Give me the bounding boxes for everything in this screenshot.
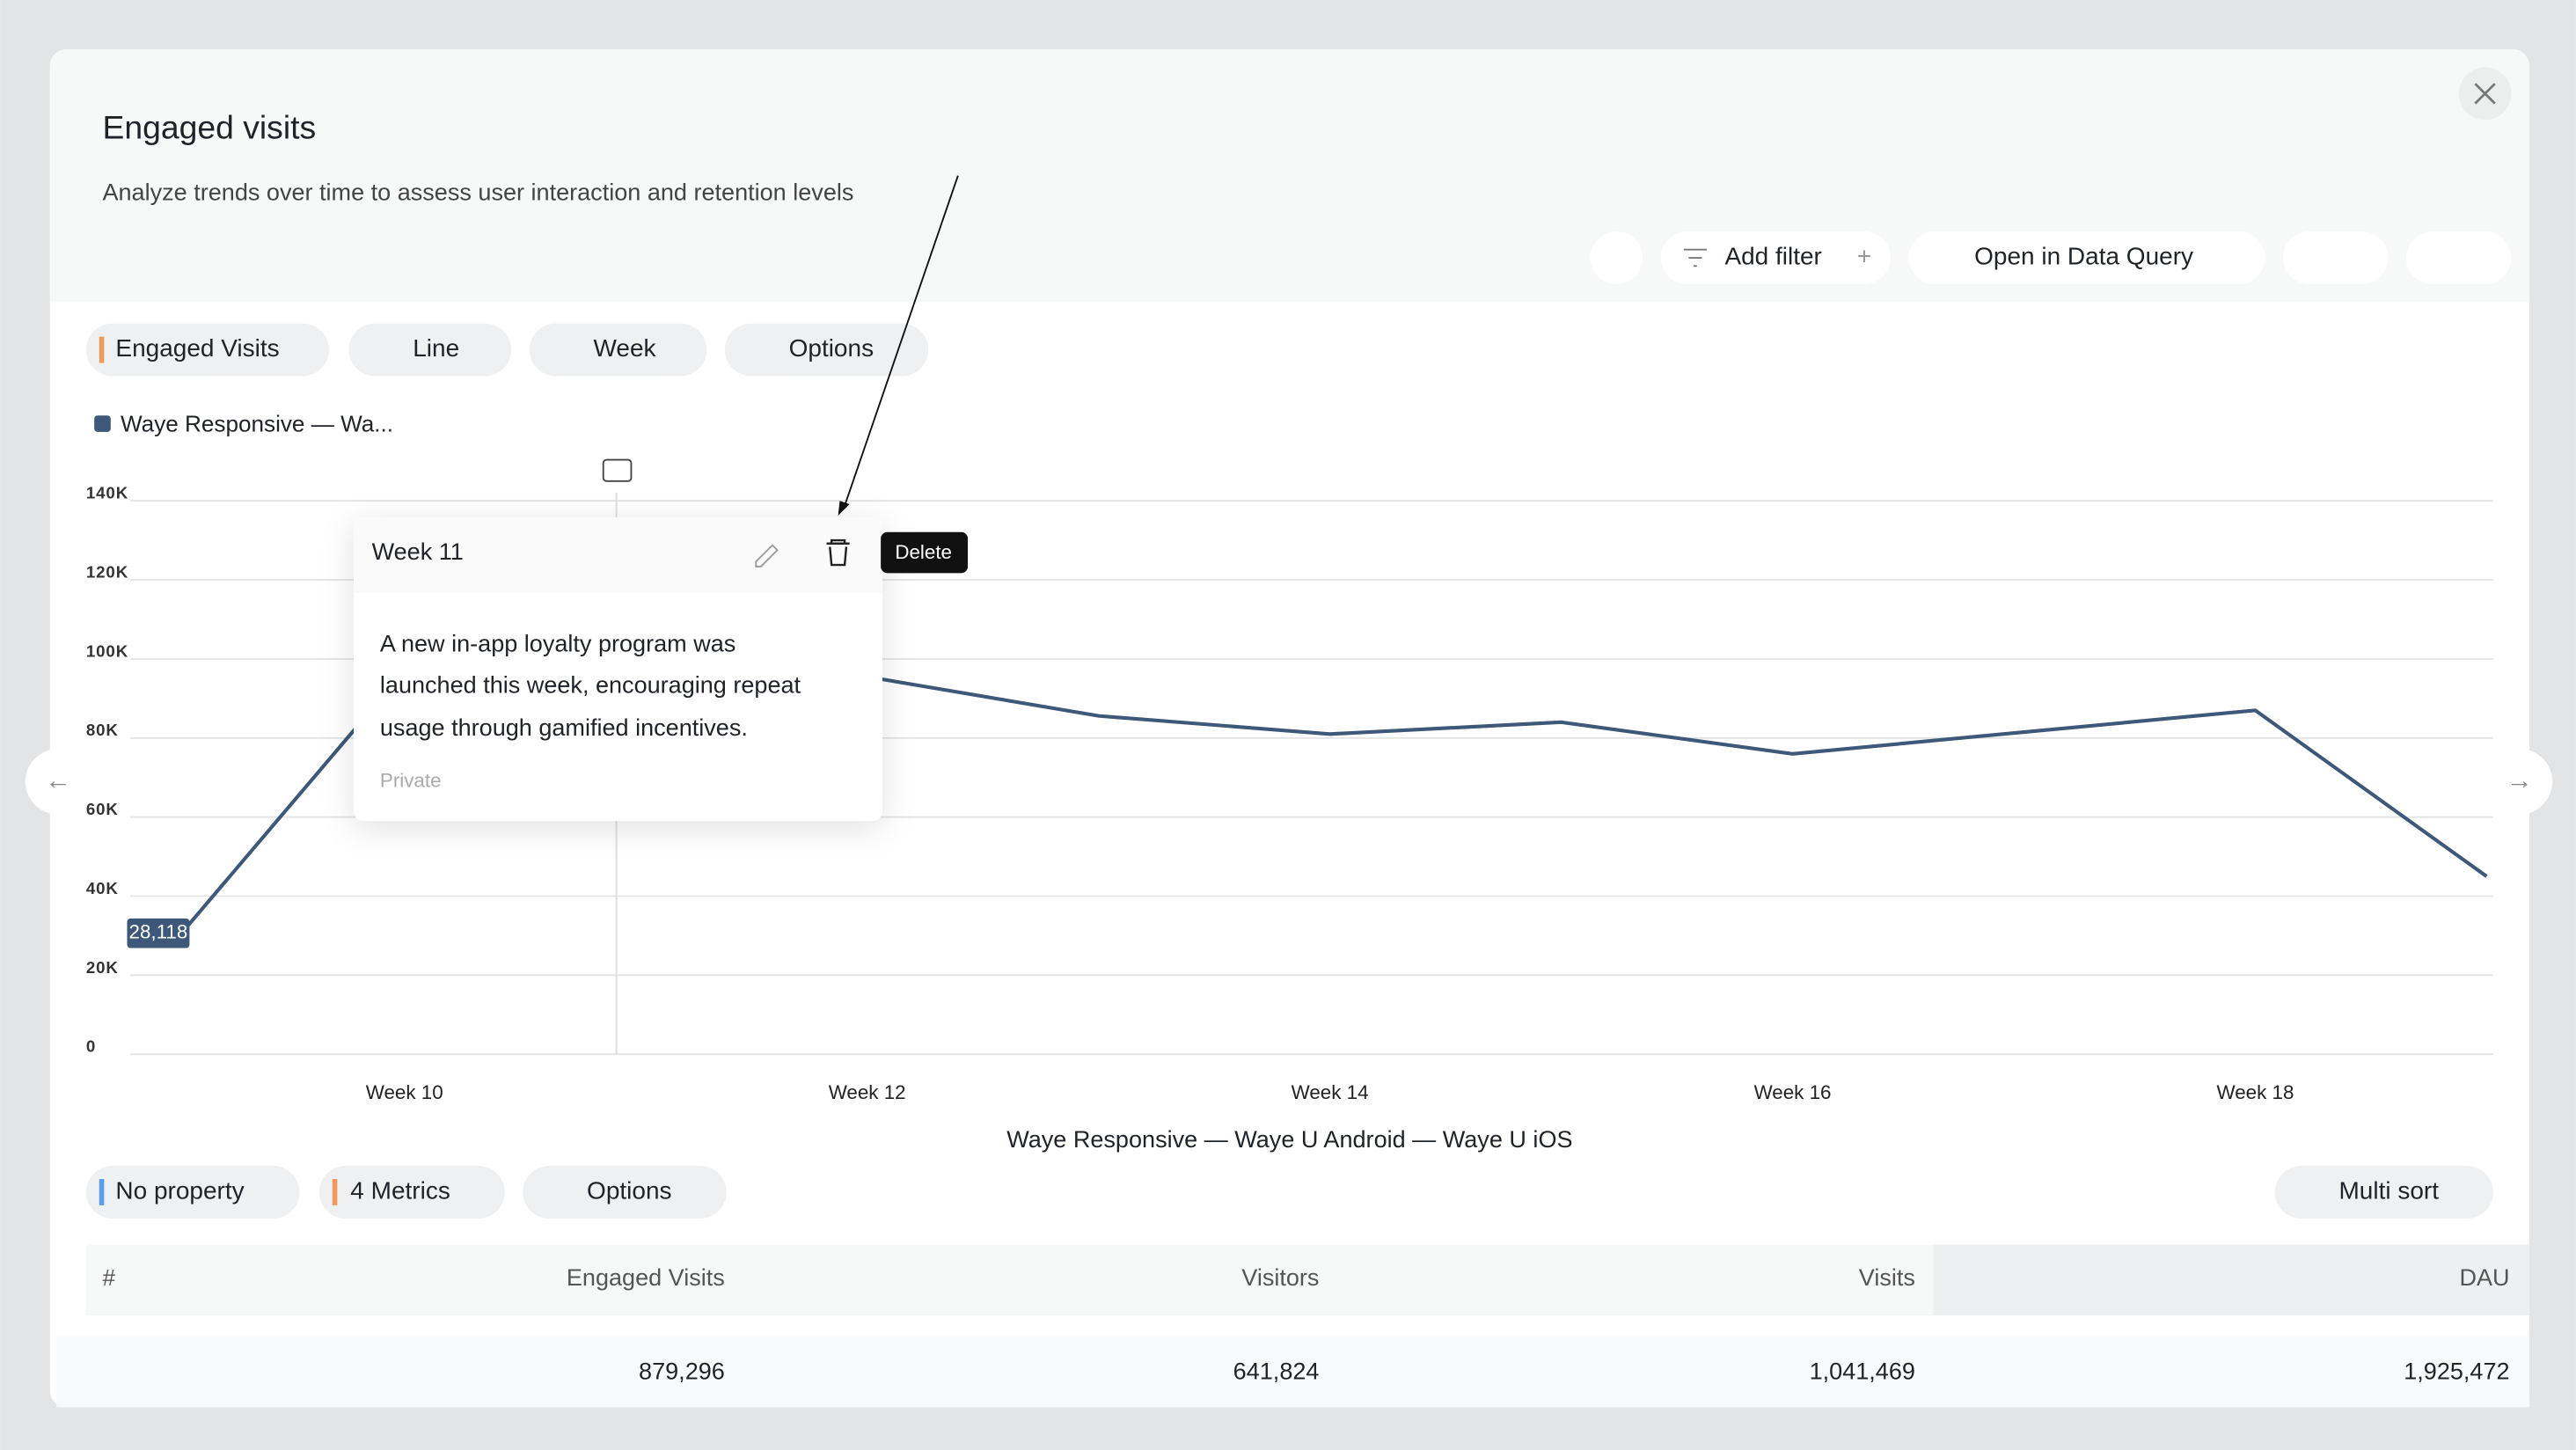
open-query-button[interactable] bbox=[1908, 231, 2265, 284]
x-tick-label: Week 12 bbox=[829, 1081, 906, 1103]
column-header[interactable]: DAU bbox=[2459, 1264, 2509, 1291]
metric-label: Engaged Visits bbox=[115, 334, 279, 362]
legend-label[interactable]: Waye Responsive — Wa... bbox=[121, 410, 393, 436]
table-row bbox=[56, 1336, 2529, 1408]
cell: 879,296 bbox=[639, 1358, 725, 1384]
metrics-label: 4 Metrics bbox=[350, 1176, 450, 1204]
y-tick-label: 0 bbox=[86, 1037, 96, 1056]
metric-select[interactable] bbox=[85, 323, 330, 377]
column-header: # bbox=[102, 1264, 115, 1291]
y-tick-label: 60K bbox=[86, 800, 119, 818]
data-label: 28,118 bbox=[129, 921, 188, 943]
sorted-column bbox=[1933, 1244, 2529, 1315]
y-tick-label: 140K bbox=[86, 484, 128, 502]
y-tick-label: 40K bbox=[86, 879, 119, 897]
annotation-popup-header bbox=[354, 516, 883, 593]
tooltip bbox=[881, 531, 969, 574]
cell: 1,041,469 bbox=[1810, 1358, 1915, 1384]
modal bbox=[49, 48, 2529, 1408]
title: Engaged visits bbox=[102, 108, 316, 145]
y-tick-label: 20K bbox=[86, 958, 119, 977]
x-tick-label: Week 14 bbox=[1292, 1081, 1369, 1103]
next-icon: → bbox=[2506, 765, 2533, 795]
y-tick-label: 120K bbox=[86, 563, 128, 582]
x-axis-title: Waye Responsive — Waye U Android — Waye … bbox=[1006, 1126, 1572, 1153]
close-icon bbox=[2474, 83, 2496, 105]
open-query-label: Open in Data Query bbox=[1974, 242, 2193, 269]
annotation-icon[interactable] bbox=[602, 458, 633, 482]
interval-select[interactable] bbox=[529, 323, 707, 377]
table-options[interactable] bbox=[523, 1166, 727, 1219]
modal-header bbox=[49, 48, 2529, 303]
plus-icon: + bbox=[1857, 242, 1871, 269]
chart-type-select[interactable] bbox=[348, 323, 512, 377]
column-header[interactable]: Visits bbox=[1859, 1264, 1915, 1291]
x-tick-label: Week 10 bbox=[366, 1081, 443, 1103]
annotation-visibility: Private bbox=[380, 769, 442, 791]
cell: 1,925,472 bbox=[2404, 1358, 2509, 1384]
chart-type-label: Line bbox=[413, 334, 459, 362]
breakdown-color bbox=[99, 1179, 105, 1205]
filter-icon bbox=[1683, 248, 1707, 267]
prev-button[interactable] bbox=[25, 749, 91, 815]
pointer-arrow bbox=[844, 175, 959, 507]
annotation-popup bbox=[354, 516, 883, 822]
annotation-text: launched this week, encouraging repeat bbox=[380, 671, 801, 698]
delete-icon[interactable] bbox=[826, 538, 850, 567]
export-button[interactable] bbox=[2405, 231, 2512, 284]
tooltip-text: Delete bbox=[895, 541, 952, 563]
prev-icon: ← bbox=[45, 765, 71, 795]
next-button[interactable] bbox=[2486, 749, 2553, 815]
subtitle: Analyze trends over time to assess user … bbox=[102, 179, 853, 205]
annotation-title: Week 11 bbox=[372, 538, 464, 565]
add-filter-button[interactable] bbox=[1660, 231, 1891, 284]
column-header[interactable]: Visitors bbox=[1241, 1264, 1319, 1291]
interval-label: Week bbox=[594, 334, 657, 362]
cell: 641,824 bbox=[1233, 1358, 1320, 1384]
add-filter-label: Add filter bbox=[1724, 242, 1821, 269]
y-tick-label: 80K bbox=[86, 721, 119, 739]
arrow-head bbox=[838, 501, 850, 516]
metrics-color bbox=[332, 1179, 338, 1205]
options-select[interactable] bbox=[724, 323, 929, 377]
x-tick-label: Week 18 bbox=[2217, 1081, 2294, 1103]
metrics-select[interactable] bbox=[318, 1166, 505, 1219]
column-header[interactable]: Engaged Visits bbox=[567, 1264, 725, 1291]
breakdown-label: No property bbox=[115, 1176, 244, 1204]
data-label-bg bbox=[127, 918, 190, 948]
options-label: Options bbox=[789, 334, 874, 362]
legend-swatch bbox=[94, 415, 111, 432]
breakdown-select[interactable] bbox=[85, 1166, 300, 1219]
sort-label: Multi sort bbox=[2338, 1176, 2439, 1204]
metric-color bbox=[99, 336, 105, 363]
sort-button[interactable] bbox=[2274, 1166, 2493, 1219]
annotation-text: A new in-app loyalty program was bbox=[380, 631, 735, 657]
y-tick-label: 100K bbox=[86, 641, 128, 660]
x-tick-label: Week 16 bbox=[1754, 1081, 1832, 1103]
copy-button[interactable] bbox=[2283, 231, 2389, 284]
table-options-label: Options bbox=[587, 1176, 671, 1204]
ai-button[interactable] bbox=[1590, 231, 1643, 284]
annotation-text: usage through gamified incentives. bbox=[380, 714, 748, 741]
edit-icon[interactable] bbox=[755, 544, 779, 568]
